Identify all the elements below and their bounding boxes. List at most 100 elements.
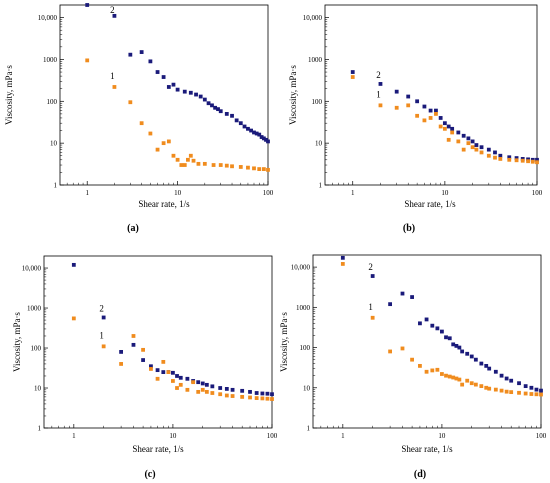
data-point xyxy=(194,92,198,97)
y-tick-label: 1000 xyxy=(308,56,323,64)
data-point xyxy=(498,157,503,161)
data-point xyxy=(456,130,461,135)
data-point xyxy=(406,94,411,99)
data-point xyxy=(457,345,462,350)
series-label: 1 xyxy=(110,71,115,81)
data-point xyxy=(523,391,528,396)
data-point xyxy=(252,166,256,171)
y-tick-label: 10,000 xyxy=(38,14,58,22)
series-label: 2 xyxy=(110,5,115,15)
data-point xyxy=(196,389,201,394)
data-point xyxy=(155,147,160,152)
data-point xyxy=(388,302,393,307)
data-point xyxy=(182,163,187,167)
data-point xyxy=(530,157,535,162)
data-point xyxy=(487,386,492,391)
data-point xyxy=(260,396,265,401)
data-point xyxy=(509,390,514,395)
data-point xyxy=(340,262,345,266)
data-point xyxy=(131,342,136,347)
data-point xyxy=(240,388,245,393)
data-point xyxy=(410,295,414,299)
data-point xyxy=(479,361,484,366)
data-point xyxy=(128,100,133,105)
data-point xyxy=(526,159,530,164)
data-point xyxy=(350,70,355,74)
data-point xyxy=(211,163,216,167)
data-point xyxy=(119,362,124,366)
plot-frame xyxy=(324,4,538,186)
data-point xyxy=(171,82,176,87)
y-tick-label: 10,000 xyxy=(303,14,323,22)
data-point xyxy=(224,387,229,391)
data-point xyxy=(473,357,478,362)
data-point xyxy=(238,121,243,126)
series-2 xyxy=(350,70,539,162)
data-point xyxy=(484,363,489,368)
data-point xyxy=(479,145,484,150)
data-point xyxy=(270,392,274,397)
data-point xyxy=(246,126,250,131)
data-point xyxy=(171,370,175,375)
data-point xyxy=(260,391,265,396)
y-tick-label: 10 xyxy=(50,140,58,148)
data-point xyxy=(175,87,180,92)
data-point xyxy=(535,157,539,162)
data-point xyxy=(340,255,345,260)
data-point xyxy=(454,376,459,381)
panel-a: 1 10 100 1000 10,000 1 10 100 Shear rate, 1/s Vis… xyxy=(4,3,274,234)
data-point xyxy=(149,367,153,371)
data-point xyxy=(166,370,171,374)
data-point xyxy=(370,274,375,278)
data-point xyxy=(520,158,525,163)
x-axis-label: Shear rate, 1/s xyxy=(401,444,453,454)
data-point xyxy=(466,141,471,146)
data-point xyxy=(474,143,479,147)
data-point xyxy=(254,396,259,400)
data-point xyxy=(534,387,539,392)
data-point xyxy=(238,165,243,169)
x-tick-label: 1 xyxy=(85,189,89,197)
data-point xyxy=(435,367,440,372)
data-point xyxy=(484,385,489,390)
data-point xyxy=(444,373,448,378)
data-point xyxy=(128,52,133,57)
data-point xyxy=(469,381,474,386)
data-point xyxy=(350,75,355,79)
data-point xyxy=(264,137,268,142)
data-point xyxy=(461,133,466,138)
data-point xyxy=(470,139,475,144)
y-axis-label: Viscosity, mPa·s xyxy=(4,65,14,125)
data-point xyxy=(213,105,218,110)
data-point xyxy=(252,130,256,135)
panel-caption: (d) xyxy=(414,469,426,480)
data-point xyxy=(428,108,433,113)
data-point xyxy=(440,329,444,334)
panel-caption: (a) xyxy=(127,223,139,234)
data-point xyxy=(266,167,270,172)
data-point xyxy=(204,382,209,387)
data-point xyxy=(424,317,429,322)
data-point xyxy=(141,358,145,362)
data-point xyxy=(188,90,193,95)
data-point xyxy=(210,384,215,389)
data-point xyxy=(442,126,447,131)
x-tick-label: 1 xyxy=(341,432,345,440)
y-tick-label: 1000 xyxy=(43,56,58,64)
data-point xyxy=(406,103,411,108)
series-label: 2 xyxy=(368,262,373,272)
data-point xyxy=(224,111,229,116)
data-point xyxy=(191,158,196,163)
x-tick-label: 1 xyxy=(351,189,355,197)
data-point xyxy=(200,381,205,386)
data-point xyxy=(224,163,229,168)
data-point xyxy=(435,326,440,331)
y-tick-label: 10 xyxy=(315,140,323,148)
data-point xyxy=(210,391,215,395)
x-tick-label: 100 xyxy=(536,432,547,440)
data-point xyxy=(444,335,448,340)
series-1 xyxy=(340,262,543,397)
data-point xyxy=(479,384,484,389)
y-axis-label: Viscosity, mPa·s xyxy=(279,312,289,372)
data-point xyxy=(161,359,166,364)
